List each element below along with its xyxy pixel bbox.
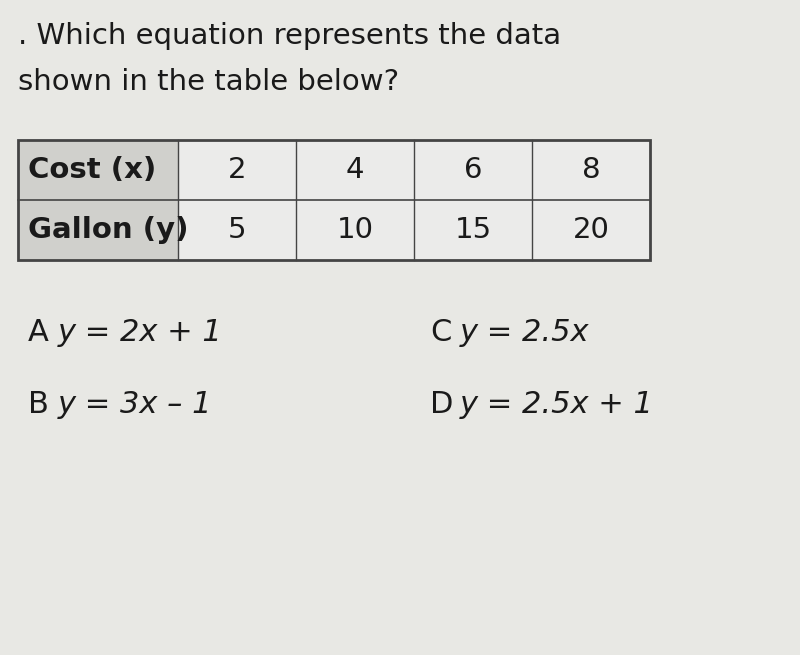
Bar [532,200,650,260]
Text: y = 2.5x + 1: y = 2.5x + 1 [460,390,654,419]
Text: B: B [28,390,49,419]
Text: 5: 5 [228,216,246,244]
Bar [414,200,532,260]
Bar [18,140,650,260]
Text: 8: 8 [582,156,600,184]
Text: 2: 2 [228,156,246,184]
Text: shown in the table below?: shown in the table below? [18,68,399,96]
Text: y = 2.5x: y = 2.5x [460,318,590,347]
Bar [178,200,296,260]
Text: 20: 20 [573,216,610,244]
Text: 15: 15 [454,216,491,244]
Text: y = 2x + 1: y = 2x + 1 [58,318,222,347]
Text: 6: 6 [464,156,482,184]
Bar [178,140,296,200]
Text: 4: 4 [346,156,364,184]
Text: D: D [430,390,454,419]
Bar [296,200,414,260]
Bar [296,140,414,200]
Bar [532,140,650,200]
Text: y = 3x – 1: y = 3x – 1 [58,390,213,419]
Text: 10: 10 [337,216,374,244]
Bar [414,140,532,200]
Text: Cost (x): Cost (x) [28,156,156,184]
Text: Gallon (y): Gallon (y) [28,216,189,244]
Text: C: C [430,318,451,347]
Bar [18,200,178,260]
Text: . Which equation represents the data: . Which equation represents the data [18,22,561,50]
Text: A: A [28,318,49,347]
Bar [18,140,178,200]
